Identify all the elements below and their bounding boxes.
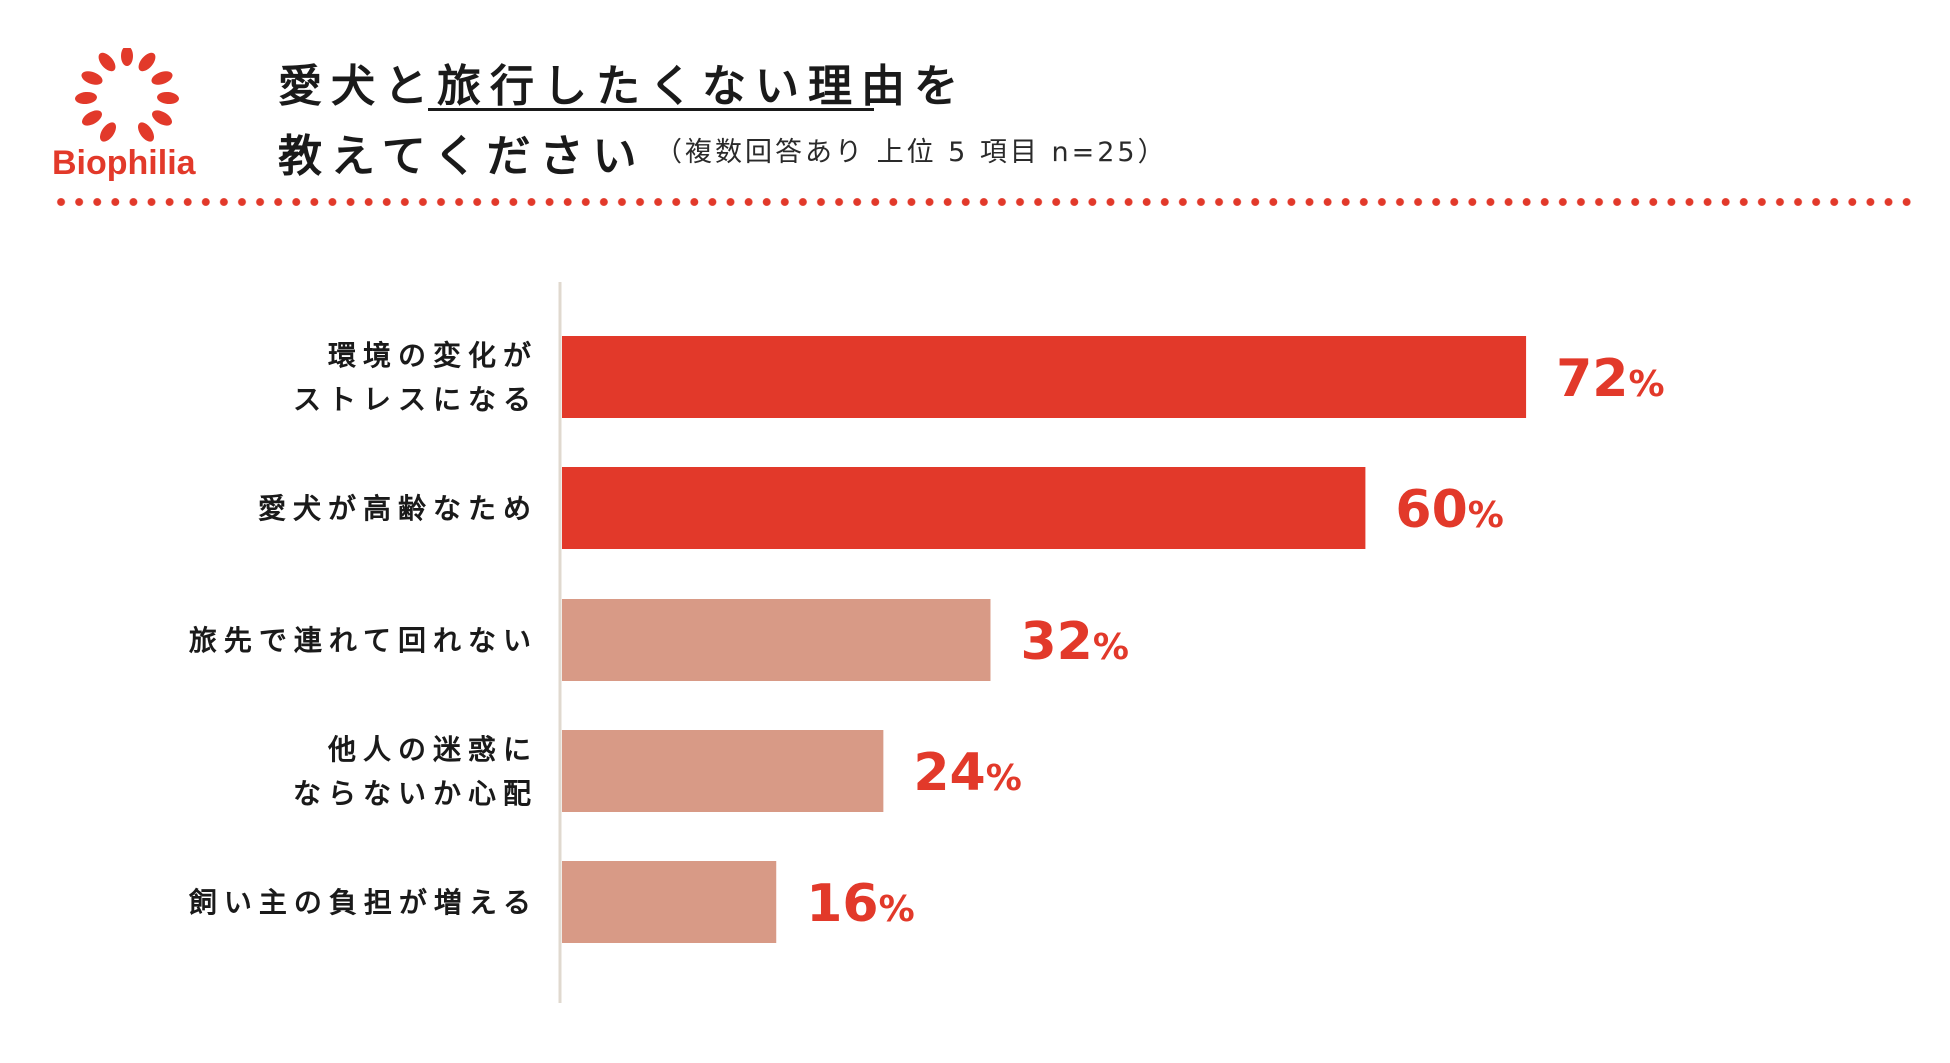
data-label-3: 32% xyxy=(1020,612,1128,672)
category-label-5: 飼い主の負担が増える xyxy=(189,886,538,919)
data-label-2: 60% xyxy=(1395,480,1503,540)
percent-sign: % xyxy=(1468,495,1504,536)
bar-5 xyxy=(562,861,777,943)
bar-3 xyxy=(562,599,991,681)
category-label-1-line-2: ストレスになる xyxy=(293,383,538,416)
page-title-line1: 愛犬と旅行したくない理由を xyxy=(278,50,967,114)
data-label-4: 24% xyxy=(913,743,1021,803)
bar-1 xyxy=(562,336,1527,418)
chart-subtitle: （複数回答あり 上位 5 項目 n=25） xyxy=(655,137,1168,168)
category-label-1-line-1: 環境の変化が xyxy=(328,339,538,372)
bar-2 xyxy=(562,467,1366,549)
brand-logo: Biophilia xyxy=(42,40,212,190)
title-underline xyxy=(428,108,874,111)
title-prefix: 愛犬と xyxy=(278,61,437,112)
category-label-4-line-2: ならないか心配 xyxy=(293,777,538,810)
brand-name: Biophilia xyxy=(52,144,196,182)
data-label-5: 16% xyxy=(806,874,914,934)
bar-4 xyxy=(562,730,884,812)
title-main: 旅行したくない理由 xyxy=(437,61,914,112)
dotted-divider xyxy=(52,198,1912,206)
percent-sign: % xyxy=(1093,627,1129,668)
percent-sign: % xyxy=(986,758,1022,799)
category-label-4-line-1: 他人の迷惑に xyxy=(327,733,538,766)
data-label-1: 72% xyxy=(1556,349,1664,409)
title-suffix: を xyxy=(914,61,967,112)
category-label-3: 旅先で連れて回れない xyxy=(189,624,538,657)
percent-sign: % xyxy=(1628,364,1664,405)
page-title-line2: 教えてください xyxy=(278,131,646,182)
percent-sign: % xyxy=(879,889,915,930)
laurel-wreath-icon xyxy=(75,48,179,142)
category-label-2: 愛犬が高齢なため xyxy=(258,492,538,525)
